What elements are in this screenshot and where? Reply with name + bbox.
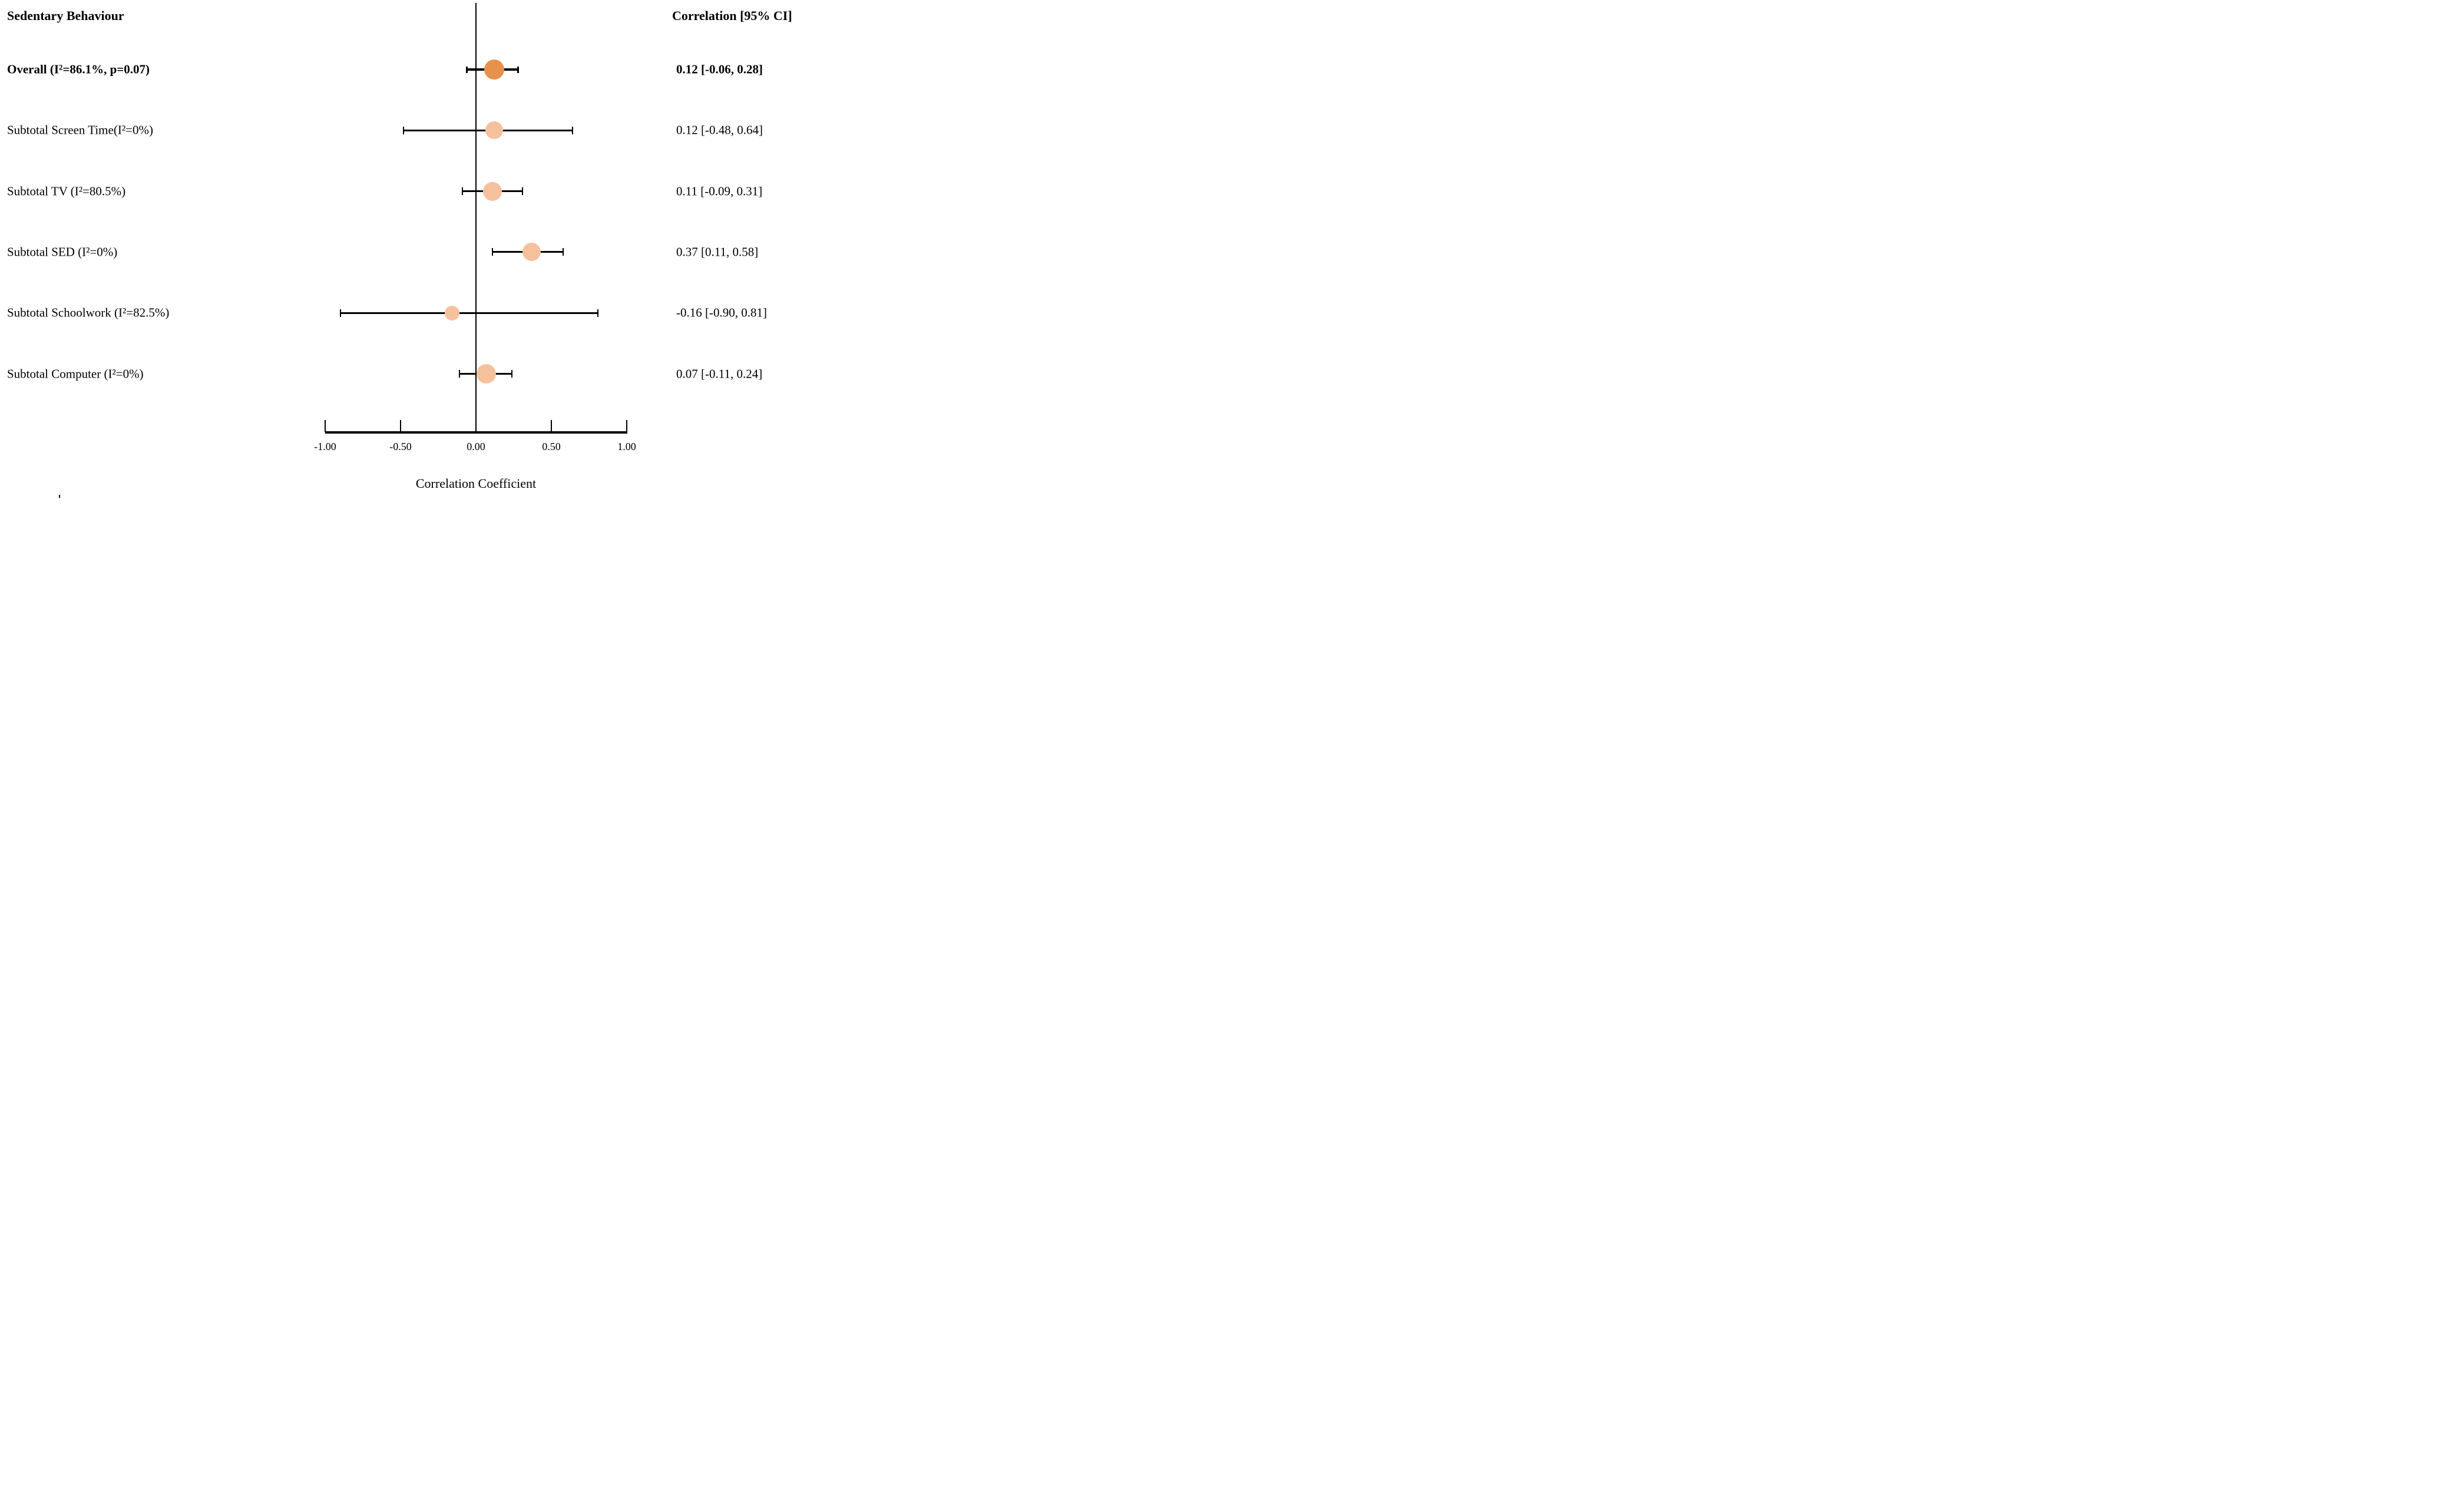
caret-mark <box>59 495 60 498</box>
ci-cap-right <box>517 66 520 73</box>
row-estimate: 0.12 [-0.48, 0.64] <box>676 123 763 137</box>
x-tick-label: 1.00 <box>617 441 636 452</box>
effect-dot <box>477 364 497 384</box>
ci-cap-left <box>461 187 463 196</box>
ci-column-header: Correlation [95% CI] <box>672 8 792 23</box>
x-tick-mark <box>325 420 326 432</box>
ci-cap-left <box>466 66 468 73</box>
ci-cap-left <box>403 126 405 134</box>
effect-dot <box>483 181 502 201</box>
effect-dot <box>484 60 504 80</box>
row-label: Subtotal Computer (I²=0%) <box>7 366 144 381</box>
x-tick-mark <box>551 420 552 432</box>
x-tick-label: -1.00 <box>314 441 336 452</box>
x-tick-label: 0.50 <box>542 441 561 452</box>
row-label: Subtotal TV (I²=80.5%) <box>7 184 126 199</box>
x-axis-line <box>325 431 627 434</box>
row-estimate: 0.11 [-0.09, 0.31] <box>676 184 763 199</box>
zero-reference-line <box>475 3 477 432</box>
ci-cap-left <box>458 370 460 378</box>
effect-dot <box>444 305 459 320</box>
ci-cap-right <box>571 126 573 134</box>
ci-cap-right <box>511 370 513 378</box>
row-label: Subtotal Schoolwork (I²=82.5%) <box>7 305 170 320</box>
row-estimate: -0.16 [-0.90, 0.81] <box>676 305 767 320</box>
row-estimate: 0.07 [-0.11, 0.24] <box>676 366 763 381</box>
ci-cap-right <box>522 187 524 196</box>
ci-cap-right <box>563 248 564 256</box>
ci-cap-right <box>597 309 599 317</box>
forest-plot: Sedentary Behaviour Correlation [95% CI]… <box>0 0 821 498</box>
effect-dot <box>485 121 503 140</box>
x-tick-label: -0.50 <box>389 441 412 452</box>
ci-line <box>340 312 598 314</box>
row-estimate: 0.12 [-0.06, 0.28] <box>676 62 763 77</box>
row-label: Subtotal Screen Time(I²=0%) <box>7 123 153 137</box>
effect-dot <box>522 243 541 262</box>
chart-title: Sedentary Behaviour <box>7 8 124 23</box>
ci-cap-left <box>339 309 341 317</box>
row-estimate: 0.37 [0.11, 0.58] <box>676 244 759 259</box>
x-tick-mark <box>475 420 477 432</box>
ci-cap-left <box>492 248 494 256</box>
x-tick-label: 0.00 <box>467 441 485 452</box>
row-label: Overall (I²=86.1%, p=0.07) <box>7 62 150 77</box>
x-tick-mark <box>400 420 401 432</box>
x-axis-title: Correlation Coefficient <box>415 476 537 491</box>
x-tick-mark <box>626 420 627 432</box>
row-label: Subtotal SED (I²=0%) <box>7 244 118 259</box>
